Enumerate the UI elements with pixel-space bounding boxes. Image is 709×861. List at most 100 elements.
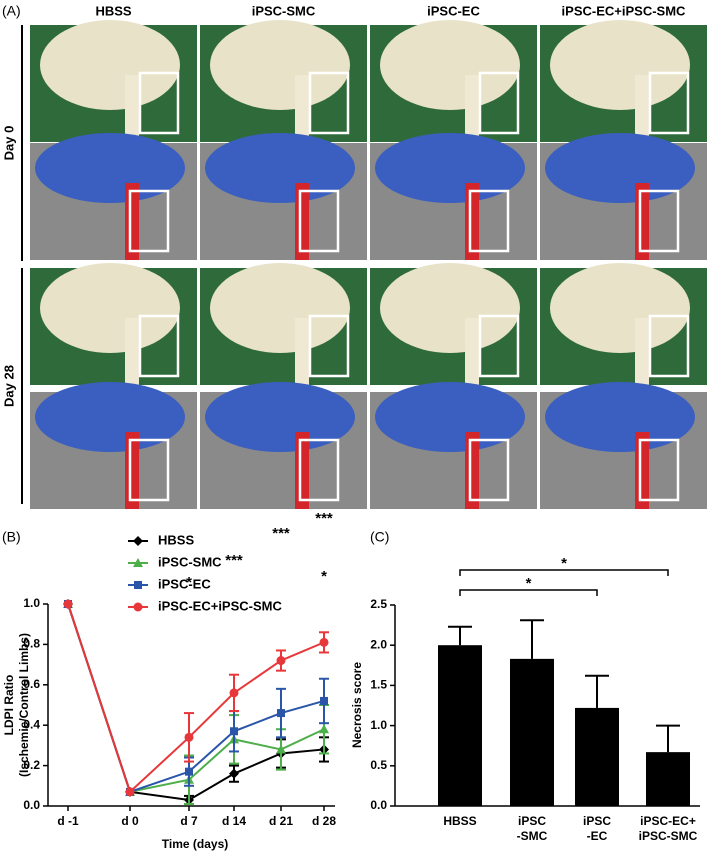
y-tick-label: 0.4 (23, 717, 40, 731)
roi-box (308, 314, 350, 378)
photo-body (380, 263, 520, 353)
x-tick-label: iPSC -SMC (517, 814, 548, 843)
roi-box (128, 438, 170, 502)
x-tick-label: iPSC -EC (583, 814, 611, 843)
row-label: Day 28 (1, 365, 16, 407)
panel-label: (C) (370, 529, 389, 545)
ldpi-tail (465, 183, 479, 260)
roi-box (648, 314, 690, 378)
roi-box (138, 71, 180, 135)
legend-marker (133, 536, 143, 546)
ldpi-body (205, 382, 355, 452)
photo-tail (635, 75, 649, 142)
bar (646, 752, 690, 806)
roi-box (138, 314, 180, 378)
marker (63, 599, 73, 609)
marker (185, 767, 193, 776)
y-tick-label: 0.2 (23, 758, 40, 772)
bar (510, 658, 554, 806)
column-header: iPSC-EC+iPSC-SMC (562, 3, 686, 18)
bar (575, 707, 619, 806)
ldpi-tail (465, 432, 479, 509)
x-tick-label: d 28 (312, 814, 336, 828)
legend-label: iPSC-EC+iPSC-SMC (158, 598, 282, 613)
y-tick-label: 1.5 (370, 678, 387, 692)
roi-box (468, 189, 510, 253)
roi-box (128, 189, 170, 253)
y-tick-label: 1.0 (23, 596, 40, 610)
roi-box (298, 438, 340, 502)
x-tick-label: iPSC-EC+ iPSC-SMC (639, 814, 698, 843)
significance: *** (315, 510, 333, 527)
legend-marker (133, 558, 143, 567)
significance: *** (225, 552, 243, 569)
photo-tail (465, 75, 479, 142)
x-tick-label: d 21 (269, 814, 293, 828)
y-tick-label: 0.6 (23, 677, 40, 691)
significance-bracket (459, 569, 669, 576)
roi-box (478, 314, 520, 378)
significance: * (526, 575, 532, 592)
y-axis-title: LDPI Ratio (2, 675, 16, 736)
marker (229, 768, 239, 779)
photo-tail (295, 75, 309, 142)
series-line (67, 603, 325, 794)
legend-marker (133, 602, 143, 612)
y-tick-label: 0.8 (23, 637, 40, 651)
photo-body (550, 20, 690, 110)
marker (319, 724, 329, 734)
photo-body (550, 263, 690, 353)
y-tick-label: 0.0 (370, 798, 387, 812)
marker (276, 744, 286, 754)
legend-label: iPSC-EC (158, 576, 211, 591)
x-tick-label: d 0 (121, 814, 139, 828)
roi-box (478, 71, 520, 135)
photo-tail (635, 318, 649, 385)
series-line (67, 603, 325, 794)
significance: *** (272, 525, 290, 542)
y-tick-label: 0.0 (23, 798, 40, 812)
photo-body (210, 20, 350, 110)
legend-label: iPSC-SMC (158, 554, 222, 569)
marker (276, 656, 286, 666)
marker (230, 727, 238, 736)
marker (125, 787, 135, 797)
column-header: HBSS (95, 3, 131, 18)
ldpi-body (35, 382, 185, 452)
ldpi-tail (125, 432, 139, 509)
photo-tail (125, 318, 139, 385)
significance-bracket (459, 589, 598, 596)
significance: * (321, 568, 327, 585)
x-tick-label: d 14 (222, 814, 246, 828)
ldpi-body (545, 133, 695, 203)
photo-tail (295, 318, 309, 385)
roi-box (298, 189, 340, 253)
roi-box (638, 189, 680, 253)
y-tick-label: 1.0 (370, 718, 387, 732)
ldpi-tail (125, 183, 139, 260)
panel-label: (B) (2, 529, 21, 545)
x-axis-title: Time (days) (162, 837, 228, 851)
panel-label: (A) (2, 3, 21, 19)
y-axis-title: Necrosis score (350, 662, 364, 748)
photo-body (380, 20, 520, 110)
series-line (67, 603, 325, 794)
photo-tail (125, 75, 139, 142)
row-label: Day 0 (1, 126, 16, 161)
x-tick-label: d 7 (180, 814, 198, 828)
ldpi-tail (295, 183, 309, 260)
marker (184, 732, 194, 742)
photo-body (40, 20, 180, 110)
photo-body (40, 263, 180, 353)
roi-box (308, 71, 350, 135)
ldpi-body (35, 133, 185, 203)
ldpi-tail (635, 432, 649, 509)
legend-label: HBSS (158, 532, 194, 547)
y-tick-label: 2.0 (370, 637, 387, 651)
roi-box (648, 71, 690, 135)
roi-box (468, 438, 510, 502)
x-tick-label: d -1 (57, 814, 79, 828)
x-tick-label: HBSS (443, 814, 476, 828)
marker (229, 688, 239, 698)
